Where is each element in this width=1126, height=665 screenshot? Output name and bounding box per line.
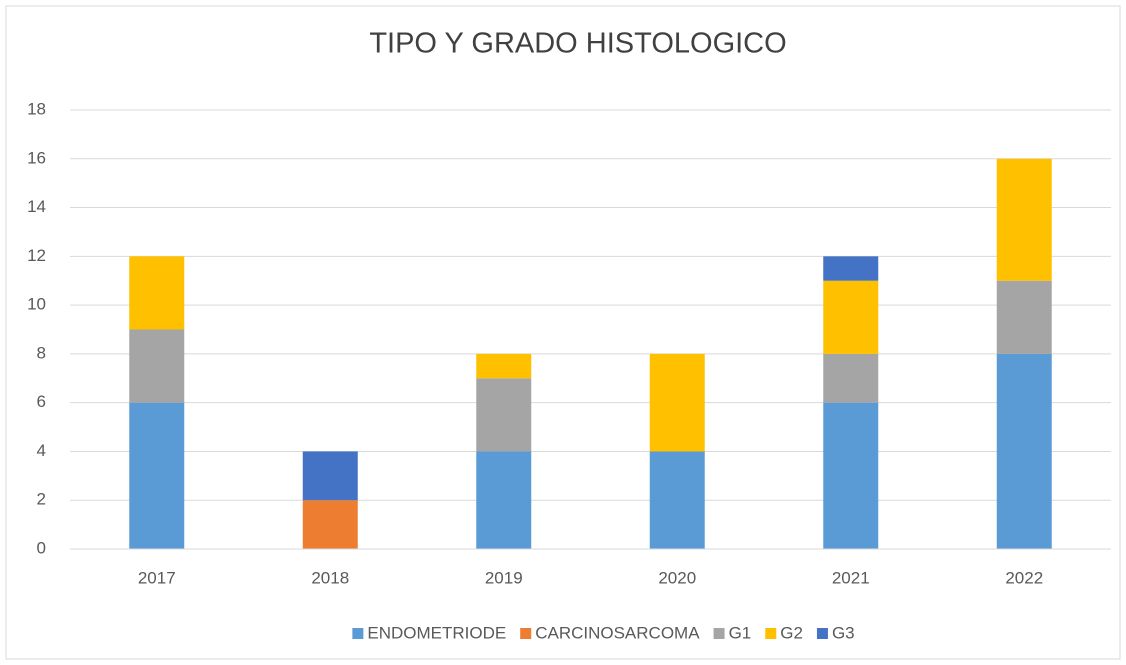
bar-segment bbox=[996, 353, 1052, 549]
x-tick-label: 2020 bbox=[658, 568, 696, 587]
y-tick-label: 8 bbox=[37, 343, 46, 362]
y-tick-label: 12 bbox=[27, 246, 46, 265]
bar-segment bbox=[302, 500, 358, 549]
legend-swatch bbox=[352, 628, 364, 639]
legend-swatch bbox=[765, 628, 777, 639]
bar-segment bbox=[476, 353, 532, 379]
y-tick-label: 18 bbox=[27, 99, 46, 118]
bar-segment bbox=[823, 256, 879, 281]
chart-title: TIPO Y GRADO HISTOLOGICO bbox=[369, 28, 786, 60]
y-tick-label: 16 bbox=[27, 148, 46, 167]
legend-label: ENDOMETRIODE bbox=[367, 623, 506, 642]
legend-label: G1 bbox=[729, 623, 752, 642]
y-tick-label: 0 bbox=[37, 538, 46, 557]
legend-label: CARCINOSARCOMA bbox=[535, 623, 700, 642]
bar-segment bbox=[649, 353, 705, 452]
x-tick-label: 2019 bbox=[485, 568, 523, 587]
bar-segment bbox=[129, 402, 185, 549]
chart-border bbox=[5, 5, 1121, 660]
bar-segment bbox=[996, 280, 1052, 354]
bar-segment bbox=[476, 451, 532, 549]
legend-swatch bbox=[816, 628, 828, 639]
legend-swatch bbox=[520, 628, 532, 639]
bar-segment bbox=[649, 451, 705, 549]
bar-segment bbox=[302, 451, 358, 501]
bar-segment bbox=[129, 256, 185, 330]
legend-label: G3 bbox=[832, 623, 855, 642]
y-tick-label: 4 bbox=[37, 441, 46, 460]
y-tick-label: 10 bbox=[27, 295, 46, 314]
legend-label: G2 bbox=[780, 623, 803, 642]
bar-segment bbox=[823, 280, 879, 354]
bar-segment bbox=[996, 158, 1052, 281]
y-tick-label: 14 bbox=[27, 197, 46, 216]
legend-swatch bbox=[713, 628, 725, 639]
bar-segment bbox=[476, 378, 532, 452]
bar-segment bbox=[823, 353, 879, 403]
y-tick-label: 2 bbox=[37, 490, 46, 509]
x-tick-label: 2017 bbox=[138, 568, 176, 587]
y-tick-label: 6 bbox=[37, 392, 46, 411]
x-tick-label: 2018 bbox=[311, 568, 349, 587]
x-tick-label: 2022 bbox=[1005, 568, 1043, 587]
bar-segment bbox=[823, 402, 879, 549]
x-tick-label: 2021 bbox=[832, 568, 870, 587]
bar-segment bbox=[129, 329, 185, 403]
